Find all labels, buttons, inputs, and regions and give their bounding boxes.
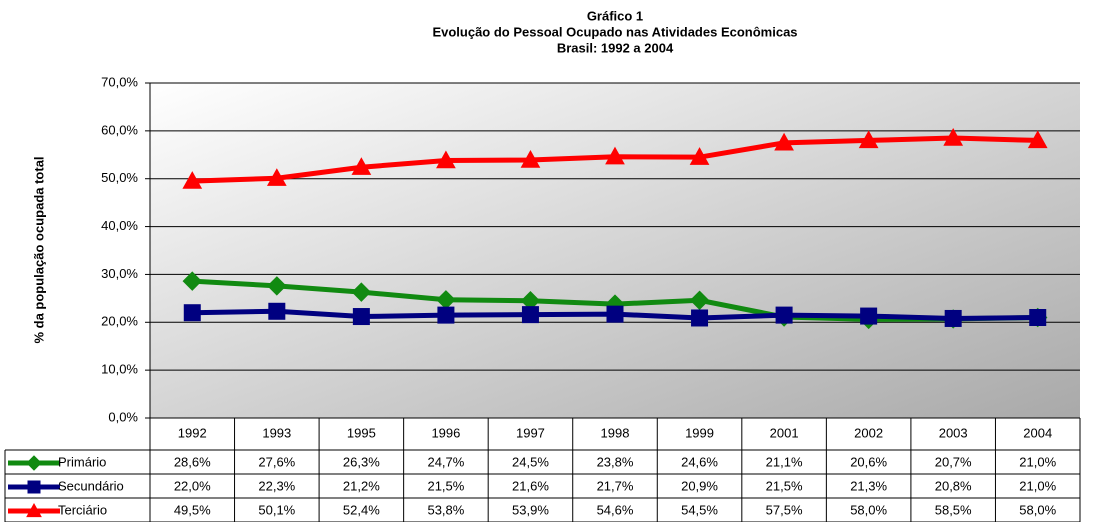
marker — [352, 308, 370, 326]
marker — [774, 132, 794, 151]
x-tick-label: 2002 — [854, 425, 883, 440]
table-cell: 20,7% — [935, 454, 972, 469]
table-cell: 58,0% — [850, 502, 887, 517]
y-tick-label: 60,0% — [101, 122, 138, 137]
marker — [182, 171, 203, 189]
table-cell: 21,6% — [512, 478, 549, 493]
table-cell: 57,5% — [766, 502, 803, 517]
table-cell: 27,6% — [258, 454, 295, 469]
marker — [351, 157, 372, 175]
table-cell: 50,1% — [258, 502, 295, 517]
y-tick-label: 50,0% — [101, 170, 138, 185]
table-cell: 21,1% — [766, 454, 803, 469]
y-tick-label: 30,0% — [101, 266, 138, 281]
table-cell: 21,3% — [850, 478, 887, 493]
legend-label: Terciário — [58, 502, 107, 517]
marker — [1027, 130, 1048, 149]
marker — [691, 309, 709, 327]
marker — [266, 168, 287, 186]
table-cell: 24,5% — [512, 454, 549, 469]
table-cell: 20,9% — [681, 478, 718, 493]
marker — [943, 128, 964, 146]
marker — [605, 146, 625, 165]
table-cell: 20,8% — [935, 478, 972, 493]
table-cell: 21,7% — [597, 478, 634, 493]
table-cell: 58,0% — [1019, 502, 1056, 517]
table-cell: 24,6% — [681, 454, 718, 469]
marker — [26, 502, 42, 518]
marker — [268, 302, 286, 320]
table-cell: 54,5% — [681, 502, 718, 517]
x-tick-label: 1995 — [347, 425, 376, 440]
plot-area — [150, 83, 1080, 418]
x-tick-label: 1996 — [431, 425, 460, 440]
table-cell: 22,3% — [258, 478, 295, 493]
x-tick-label: 2003 — [939, 425, 968, 440]
marker — [689, 147, 710, 165]
table-cell: 21,0% — [1019, 478, 1056, 493]
marker — [26, 455, 42, 471]
x-tick-label: 1993 — [262, 425, 291, 440]
table-cell: 49,5% — [174, 502, 211, 517]
legend-label: Secundário — [58, 478, 124, 493]
marker — [520, 150, 541, 168]
table-cell: 20,6% — [850, 454, 887, 469]
chart-title: Evolução do Pessoal Ocupado nas Atividad… — [432, 24, 797, 39]
table-cell: 52,4% — [343, 502, 380, 517]
table-cell: 58,5% — [935, 502, 972, 517]
marker — [267, 276, 287, 296]
table-cell: 28,6% — [174, 454, 211, 469]
marker — [351, 282, 372, 302]
marker — [183, 304, 201, 322]
table-cell: 53,8% — [427, 502, 464, 517]
y-axis-title: % da população ocupada total — [31, 156, 46, 343]
x-tick-label: 1998 — [601, 425, 630, 440]
marker — [437, 306, 455, 324]
table-cell: 21,5% — [766, 478, 803, 493]
y-tick-label: 10,0% — [101, 362, 138, 377]
table-cell: 54,6% — [597, 502, 634, 517]
y-tick-label: 0,0% — [108, 409, 138, 424]
table-cell: 21,2% — [343, 478, 380, 493]
table-cell: 24,7% — [427, 454, 464, 469]
y-tick-label: 20,0% — [101, 314, 138, 329]
table-cell: 23,8% — [597, 454, 634, 469]
x-tick-label: 1999 — [685, 425, 714, 440]
marker — [860, 307, 878, 325]
table-cell: 21,5% — [427, 478, 464, 493]
marker — [944, 309, 962, 327]
chart-title: Brasil: 1992 a 2004 — [557, 40, 674, 55]
x-tick-label: 1997 — [516, 425, 545, 440]
table-cell: 53,9% — [512, 502, 549, 517]
table-cell: 26,3% — [343, 454, 380, 469]
marker — [775, 306, 793, 324]
marker — [521, 306, 539, 324]
legend-label: Primário — [58, 454, 106, 469]
marker — [27, 480, 41, 494]
y-tick-label: 70,0% — [101, 74, 138, 89]
table-cell: 21,0% — [1019, 454, 1056, 469]
marker — [1029, 309, 1047, 326]
marker — [858, 130, 879, 149]
marker — [182, 271, 202, 291]
marker — [436, 150, 456, 169]
marker — [689, 290, 710, 310]
x-tick-label: 2001 — [770, 425, 799, 440]
table-cell: 22,0% — [174, 478, 211, 493]
y-tick-label: 40,0% — [101, 218, 138, 233]
x-tick-label: 2004 — [1023, 425, 1052, 440]
x-tick-label: 1992 — [178, 425, 207, 440]
marker — [606, 305, 624, 323]
chart-title: Gráfico 1 — [587, 8, 643, 23]
